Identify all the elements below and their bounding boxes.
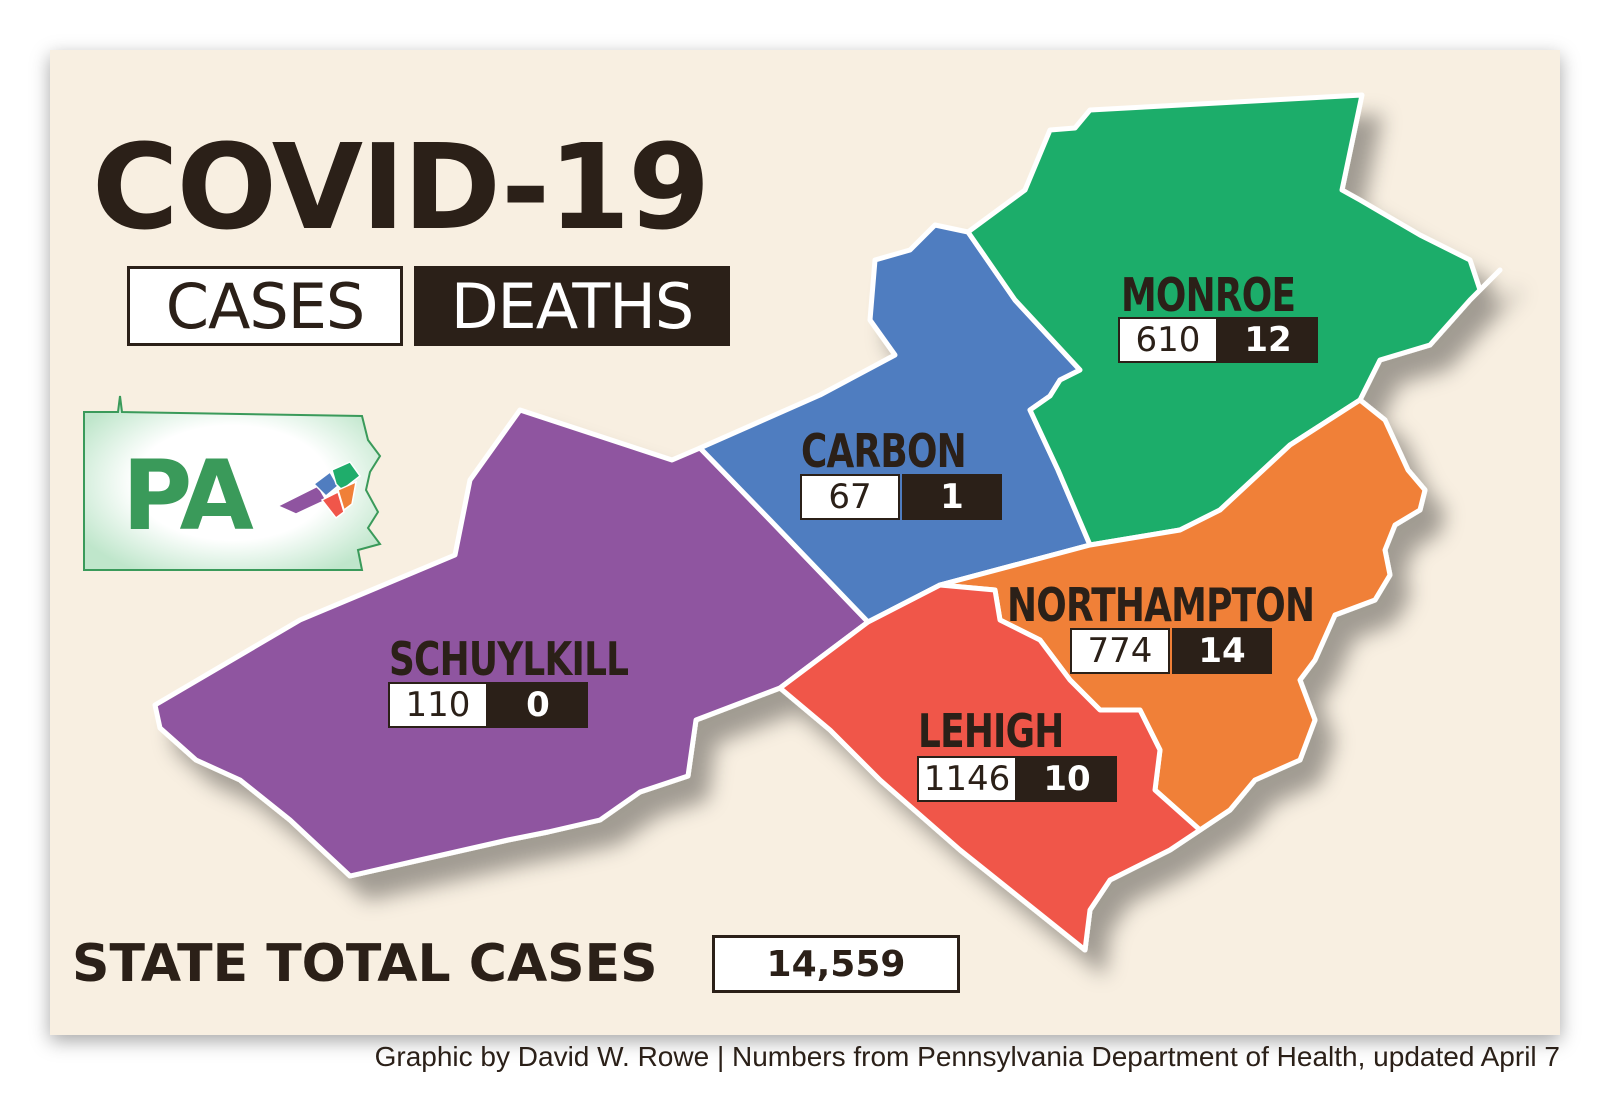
pa-state-outline (83, 395, 382, 571)
monroe-deaths: 12 (1218, 317, 1318, 363)
carbon-cases: 67 (800, 474, 900, 520)
schuylkill-cases: 110 (388, 682, 488, 728)
lehigh-deaths: 10 (1017, 756, 1117, 802)
county-label-lehigh: LEHIGH (918, 704, 1064, 758)
pa-inset-counties (276, 461, 362, 520)
county-label-northampton: NORTHAMPTON (1007, 578, 1315, 632)
carbon-deaths: 1 (902, 474, 1002, 520)
legend-cases: CASES (127, 266, 403, 346)
northampton-deaths: 14 (1172, 628, 1272, 674)
page-title: COVID-19 (92, 118, 710, 256)
pa-inset-lehigh (320, 490, 345, 520)
pa-state-inset (83, 395, 382, 571)
lehigh-cases: 1146 (917, 756, 1017, 802)
state-total-value: 14,559 (712, 935, 960, 993)
pa-inset-northampton (337, 480, 357, 512)
county-label-schuylkill: SCHUYLKILL (389, 632, 629, 686)
counties (152, 92, 1503, 953)
legend-deaths: DEATHS (414, 266, 730, 346)
monroe-cases: 610 (1118, 317, 1218, 363)
pa-state-badge: PA (122, 440, 254, 552)
state-total-label: STATE TOTAL CASES (72, 934, 658, 994)
northampton-cases: 774 (1070, 628, 1170, 674)
county-label-carbon: CARBON (801, 424, 967, 478)
schuylkill-deaths: 0 (488, 682, 588, 728)
pa-inset-monroe (331, 461, 362, 491)
county-label-monroe: MONROE (1121, 268, 1296, 322)
credit-line: Graphic by David W. Rowe | Numbers from … (374, 1041, 1560, 1072)
